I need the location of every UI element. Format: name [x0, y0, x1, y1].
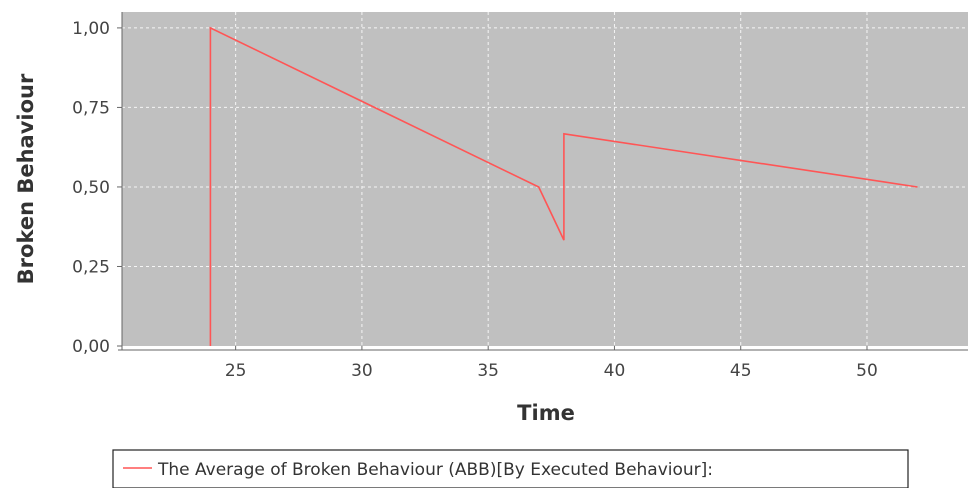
y-tick-label-0,00: 0,00: [72, 337, 110, 357]
series-lines: [209, 26, 918, 346]
legend-label-series-1: The Average of Broken Behaviour (ABB)[By…: [157, 460, 713, 480]
plot-area: [122, 12, 968, 346]
x-axis-title: Time: [517, 401, 575, 425]
vertical-gridlines: [235, 12, 868, 346]
y-axis-ticks: 0,00 0,25 0,50 0,75 1,00: [72, 19, 122, 357]
y-tick-label-0,50: 0,50: [72, 178, 110, 198]
legend-box: [112, 449, 909, 488]
y-tick-label-0,25: 0,25: [72, 257, 110, 277]
axes: [118, 12, 968, 351]
x-tick-label-50: 50: [856, 361, 878, 381]
legend: The Average of Broken Behaviour (ABB)[By…: [112, 449, 909, 488]
horizontal-gridlines: [122, 27, 968, 267]
series-line-1: [209, 26, 918, 346]
y-axis-title: Broken Behaviour: [14, 73, 38, 284]
x-axis-ticks: 25 30 35 40 45 50: [225, 346, 878, 381]
y-tick-label-1,00: 1,00: [72, 19, 110, 39]
x-tick-label-30: 30: [351, 361, 373, 381]
x-tick-label-45: 45: [730, 361, 752, 381]
x-tick-label-35: 35: [477, 361, 499, 381]
y-tick-label-0,75: 0,75: [72, 98, 110, 118]
x-tick-label-25: 25: [225, 361, 247, 381]
x-tick-label-40: 40: [604, 361, 626, 381]
